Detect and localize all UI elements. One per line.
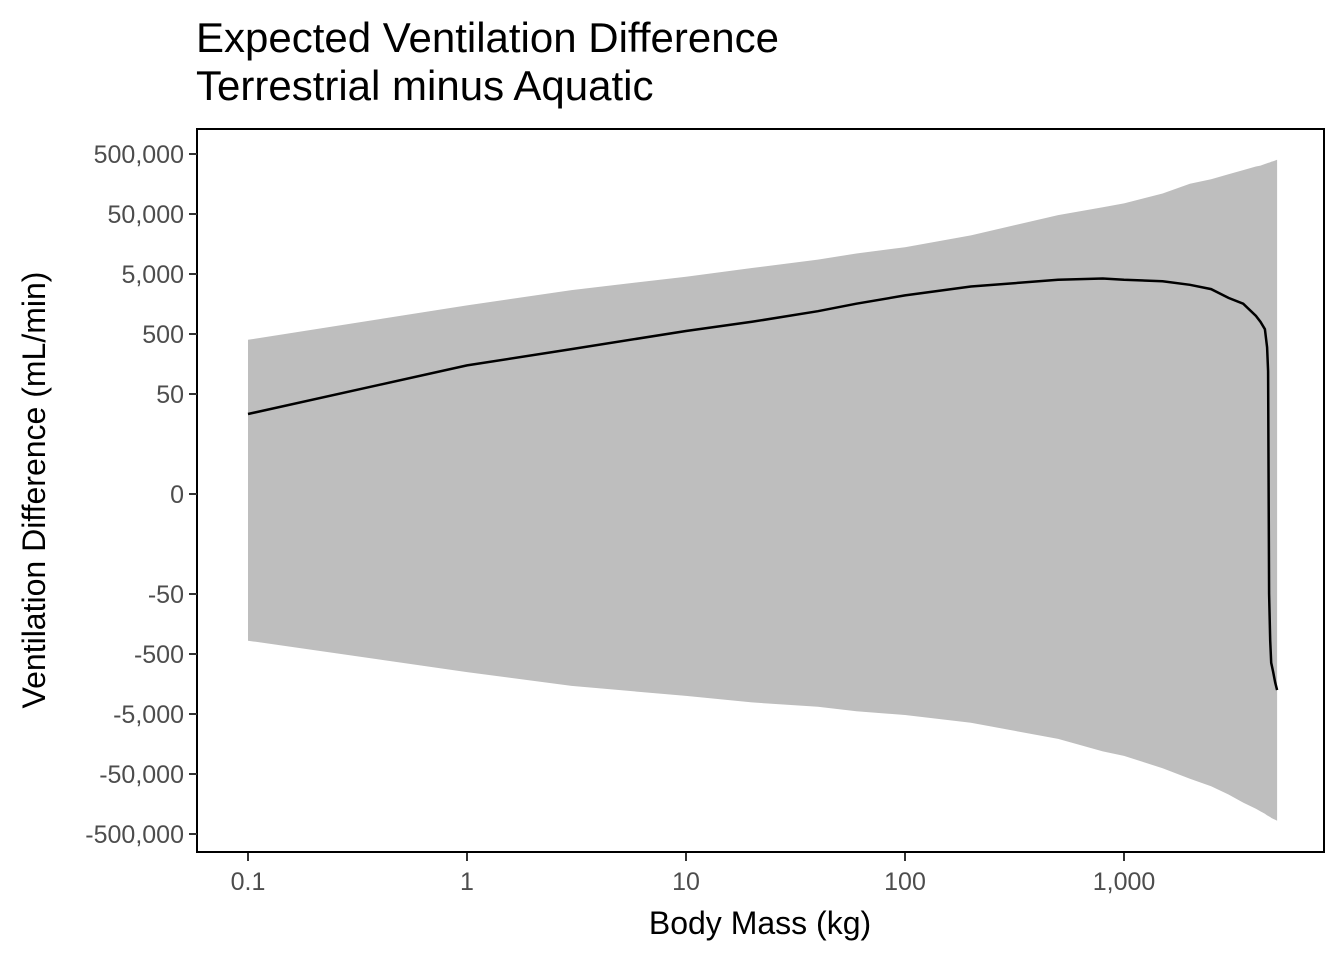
plot-area: [247, 159, 1279, 821]
x-tick-label: 100: [884, 868, 926, 896]
chart-title: Expected Ventilation Difference: [196, 14, 779, 61]
y-tick-label: 0: [170, 481, 184, 509]
x-tick-label: 1,000: [1093, 868, 1156, 896]
x-axis: 0.1 1 10 100 1,000: [231, 853, 1156, 896]
y-tick-label: 50: [156, 381, 184, 409]
x-tick-label: 10: [672, 868, 700, 896]
y-tick-label: 500: [142, 321, 184, 349]
chart-subtitle: Terrestrial minus Aquatic: [196, 62, 654, 109]
y-tick-label: -5,000: [113, 701, 184, 729]
y-axis: 500,00050,0005,000500500-50-500-5,000-50…: [85, 141, 197, 849]
y-tick-label: -500,000: [85, 821, 184, 849]
confidence-ribbon: [248, 159, 1278, 821]
y-tick-label: -500: [134, 641, 184, 669]
y-tick-label: 5,000: [121, 261, 184, 289]
y-tick-label: -50,000: [99, 761, 184, 789]
y-tick-label: 500,000: [94, 141, 184, 169]
y-axis-title: Ventilation Difference (mL/min): [16, 272, 52, 709]
x-tick-label: 0.1: [231, 868, 266, 896]
y-tick-label: -50: [148, 581, 184, 609]
x-tick-label: 1: [460, 868, 474, 896]
x-axis-title: Body Mass (kg): [649, 905, 871, 941]
series-line: [247, 277, 1279, 691]
y-tick-label: 50,000: [108, 201, 184, 229]
panel-border: [196, 128, 1325, 853]
